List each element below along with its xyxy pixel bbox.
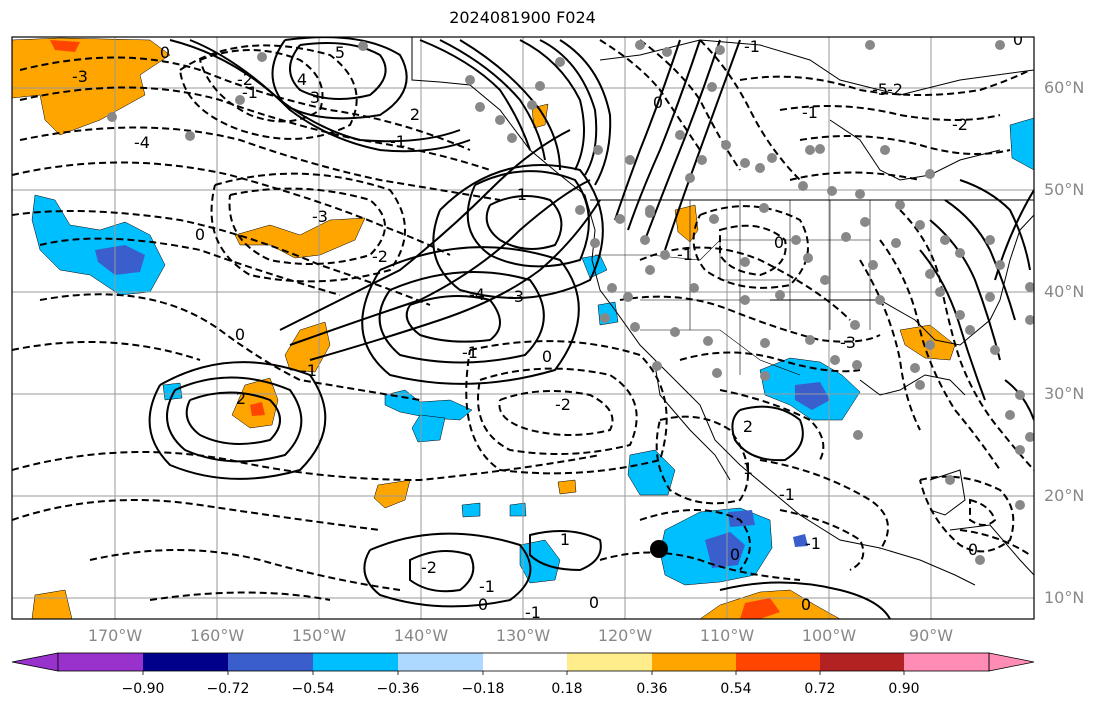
contour-label: -5: [872, 80, 888, 99]
lat-label: 10°N: [1044, 588, 1085, 607]
colorbar-label: 0.72: [804, 681, 836, 697]
contour-label: 2: [410, 105, 420, 124]
contour-label: -3: [312, 207, 328, 226]
contour-label: -1: [390, 132, 406, 151]
contour-label: 1: [743, 459, 753, 478]
lon-label: 150°W: [291, 626, 347, 645]
contour-label: 5: [335, 43, 345, 62]
lat-label: 20°N: [1044, 486, 1085, 505]
contour-label: 0: [774, 233, 784, 252]
contour-label: -1: [677, 245, 693, 264]
contour-label: 0: [1013, 30, 1023, 49]
contour-label: -2: [952, 115, 968, 134]
map-title: 2024081900 F024: [449, 8, 596, 27]
contour-label: 2: [236, 389, 246, 408]
shaded-positive-areas: [12, 37, 956, 619]
contour-label: -1: [805, 534, 821, 553]
lon-label: 90°W: [908, 626, 954, 645]
contour-label: -1: [479, 577, 495, 596]
lat-lon-grid: [12, 37, 1034, 619]
colorbar-label: 0.36: [636, 681, 668, 697]
lon-label: 110°W: [699, 626, 755, 645]
contour-label: -2: [887, 80, 903, 99]
contour-label: -2: [237, 70, 253, 89]
contour-label: -1: [242, 83, 258, 102]
lat-label: 60°N: [1044, 78, 1085, 97]
colorbar-label: −0.36: [376, 681, 420, 697]
contour-label: -4: [134, 133, 150, 152]
contour-label: -2: [555, 395, 571, 414]
contour-label: 1: [517, 185, 527, 204]
lon-label: 130°W: [495, 626, 551, 645]
contour-label: 0: [968, 540, 978, 559]
contour-label: 1: [560, 530, 570, 549]
colorbar-label: −0.18: [461, 681, 505, 697]
contour-label: -3: [840, 333, 856, 352]
contour-label: 0: [801, 595, 811, 614]
colorbar-label: −0.54: [291, 681, 335, 697]
lon-label: 100°W: [801, 626, 857, 645]
shaded-negative-areas: [31, 117, 1034, 586]
colorbar-label: 0.90: [888, 681, 920, 697]
lon-label: 170°W: [87, 626, 143, 645]
contour-label: -1: [525, 603, 541, 622]
contour-label: 0: [653, 93, 663, 112]
lat-label: 50°N: [1044, 180, 1085, 199]
lat-label: 40°N: [1044, 282, 1085, 301]
contour-label: 0: [235, 325, 245, 344]
colorbar: [11, 652, 1035, 675]
colorbar-label: 0.18: [551, 681, 583, 697]
contour-label: -1: [301, 361, 317, 380]
contour-label: 4: [297, 70, 307, 89]
solid-contours: [148, 37, 1034, 619]
contour-label: -2: [372, 247, 388, 266]
contour-label: 0: [589, 593, 599, 612]
lon-label: 120°W: [597, 626, 653, 645]
contour-label: 0: [160, 43, 170, 62]
map-frame: [11, 36, 1035, 620]
contour-label: -4: [469, 285, 485, 304]
colorbar-label: −0.72: [206, 681, 250, 697]
contour-label: 2: [743, 417, 753, 436]
contour-label: 0: [730, 545, 740, 564]
lon-label: 140°W: [393, 626, 449, 645]
contour-label: -1: [462, 343, 478, 362]
colorbar-label: −0.90: [121, 681, 165, 697]
contour-label: 0: [478, 595, 488, 614]
contour-labels: -3 0 -4 -1 5 4 2 -5 3 -2 0 -1 1 -2 -3 0 …: [72, 30, 1023, 622]
contour-label: -1: [744, 37, 760, 56]
contour-label: -1: [802, 103, 818, 122]
contour-label: -1: [779, 485, 795, 504]
contour-label: 3: [310, 88, 320, 107]
contour-label: 0: [195, 225, 205, 244]
contour-label: -3: [72, 67, 88, 86]
colorbar-label: 0.54: [720, 681, 752, 697]
contour-label: -3: [508, 287, 524, 306]
contour-label: -2: [421, 558, 437, 577]
lat-label: 30°N: [1044, 384, 1085, 403]
dashed-contours: [12, 39, 1034, 601]
contour-label: 0: [542, 347, 552, 366]
low-center-marker: [650, 540, 668, 558]
lon-label: 160°W: [189, 626, 245, 645]
station-markers: [107, 40, 1034, 565]
